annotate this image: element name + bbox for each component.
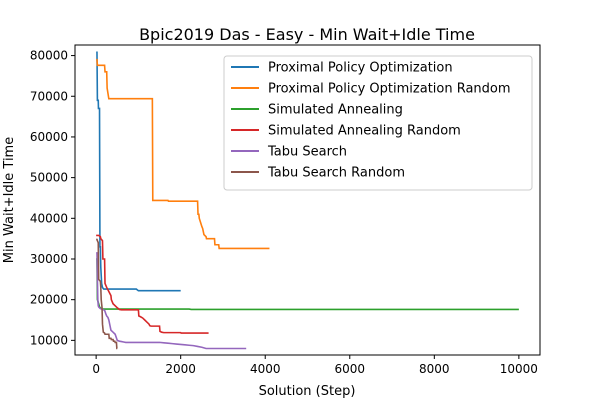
series-line-proximal-policy-optimization [96,51,181,292]
chart-title: Bpic2019 Das - Easy - Min Wait+Idle Time [139,25,475,44]
legend-label: Simulated Annealing Random [268,124,461,139]
x-tick-label: 8000 [419,362,450,376]
legend-label: Tabu Search Random [267,166,405,181]
y-tick-label: 70000 [30,89,68,103]
y-tick-label: 80000 [30,49,68,63]
x-tick-label: 2000 [165,362,196,376]
y-tick-label: 60000 [30,130,68,144]
legend: Proximal Policy Optimization Proximal Pol… [223,55,533,191]
series-line-tabu-search-random [96,238,118,350]
legend-label: Proximal Policy Optimization [268,61,453,76]
series-line-proximal-policy-optimization-random [96,58,270,250]
x-tick-label: 0 [92,362,100,376]
y-tick-label: 50000 [30,171,68,185]
y-tick-label: 40000 [30,211,68,225]
x-tick-label: 4000 [250,362,281,376]
plot-frame [74,44,541,356]
x-axis-label: Solution (Step) [259,384,356,399]
legend-label: Simulated Annealing [268,103,403,118]
y-axis-label: Min Wait+Idle Time [2,137,17,263]
legend-label: Proximal Policy Optimization Random [268,82,511,97]
y-axis-ticks: 10000 20000 30000 40000 50000 60000 70000 80000 [30,49,75,347]
y-tick-label: 20000 [30,293,68,307]
plot-lines [96,51,519,350]
legend-label: Tabu Search [267,145,347,160]
series-line-tabu-search [96,252,247,350]
y-tick-label: 10000 [30,333,68,347]
x-tick-label: 6000 [334,362,365,376]
y-tick-label: 30000 [30,252,68,266]
x-tick-label: 10000 [500,362,538,376]
legend-box [223,55,533,191]
series-line-simulated-annealing-random [96,234,209,334]
x-axis-ticks: 0 2000 4000 6000 8000 10000 [92,355,538,376]
